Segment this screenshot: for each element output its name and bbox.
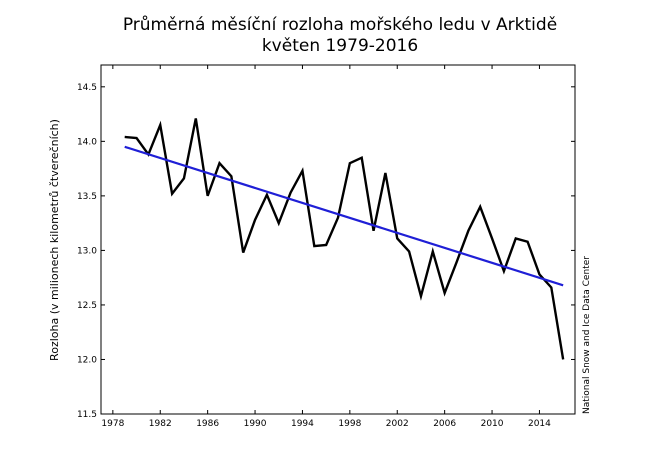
y-tick-label: 14.5	[77, 83, 97, 93]
x-tick-label: 1990	[244, 419, 267, 429]
extent-series-line	[124, 118, 565, 360]
x-tick-label: 2014	[528, 419, 551, 429]
x-tick-label: 2010	[481, 419, 504, 429]
x-tick-label: 1982	[149, 419, 172, 429]
series-layer	[124, 118, 565, 360]
y-tick-label: 11.5	[77, 410, 97, 420]
y-tick-label: 14.0	[77, 137, 97, 147]
x-tick-label: 1994	[291, 419, 314, 429]
x-tick-label: 2002	[386, 419, 409, 429]
y-tick-label: 12.5	[77, 301, 97, 311]
x-tick-label: 2006	[433, 419, 456, 429]
x-tick-label: 1986	[196, 419, 219, 429]
chart-title: Průměrná měsíční rozloha mořského ledu v…	[123, 15, 557, 35]
y-tick-label: 13.0	[77, 246, 97, 256]
y-axis-label: Rozloha (v milionech kilometrů čtvereční…	[48, 119, 61, 361]
y-tick-label: 12.0	[77, 355, 97, 365]
source-credit: National Snow and Ice Data Center	[582, 256, 592, 414]
x-tick-label: 1978	[101, 419, 124, 429]
x-tick-label: 1998	[338, 419, 361, 429]
plot-frame	[100, 64, 576, 415]
y-tick-label: 13.5	[77, 192, 97, 202]
chart-subtitle: květen 1979-2016	[262, 36, 418, 56]
y-axis: 11.5 12.0 12.5 13.0 13.5 14.0 14.5	[77, 83, 575, 420]
trend-line	[124, 145, 564, 287]
x-axis: 1978 1982 1986 1990 1994 1998 2002 2006 2010 2014	[101, 65, 551, 429]
